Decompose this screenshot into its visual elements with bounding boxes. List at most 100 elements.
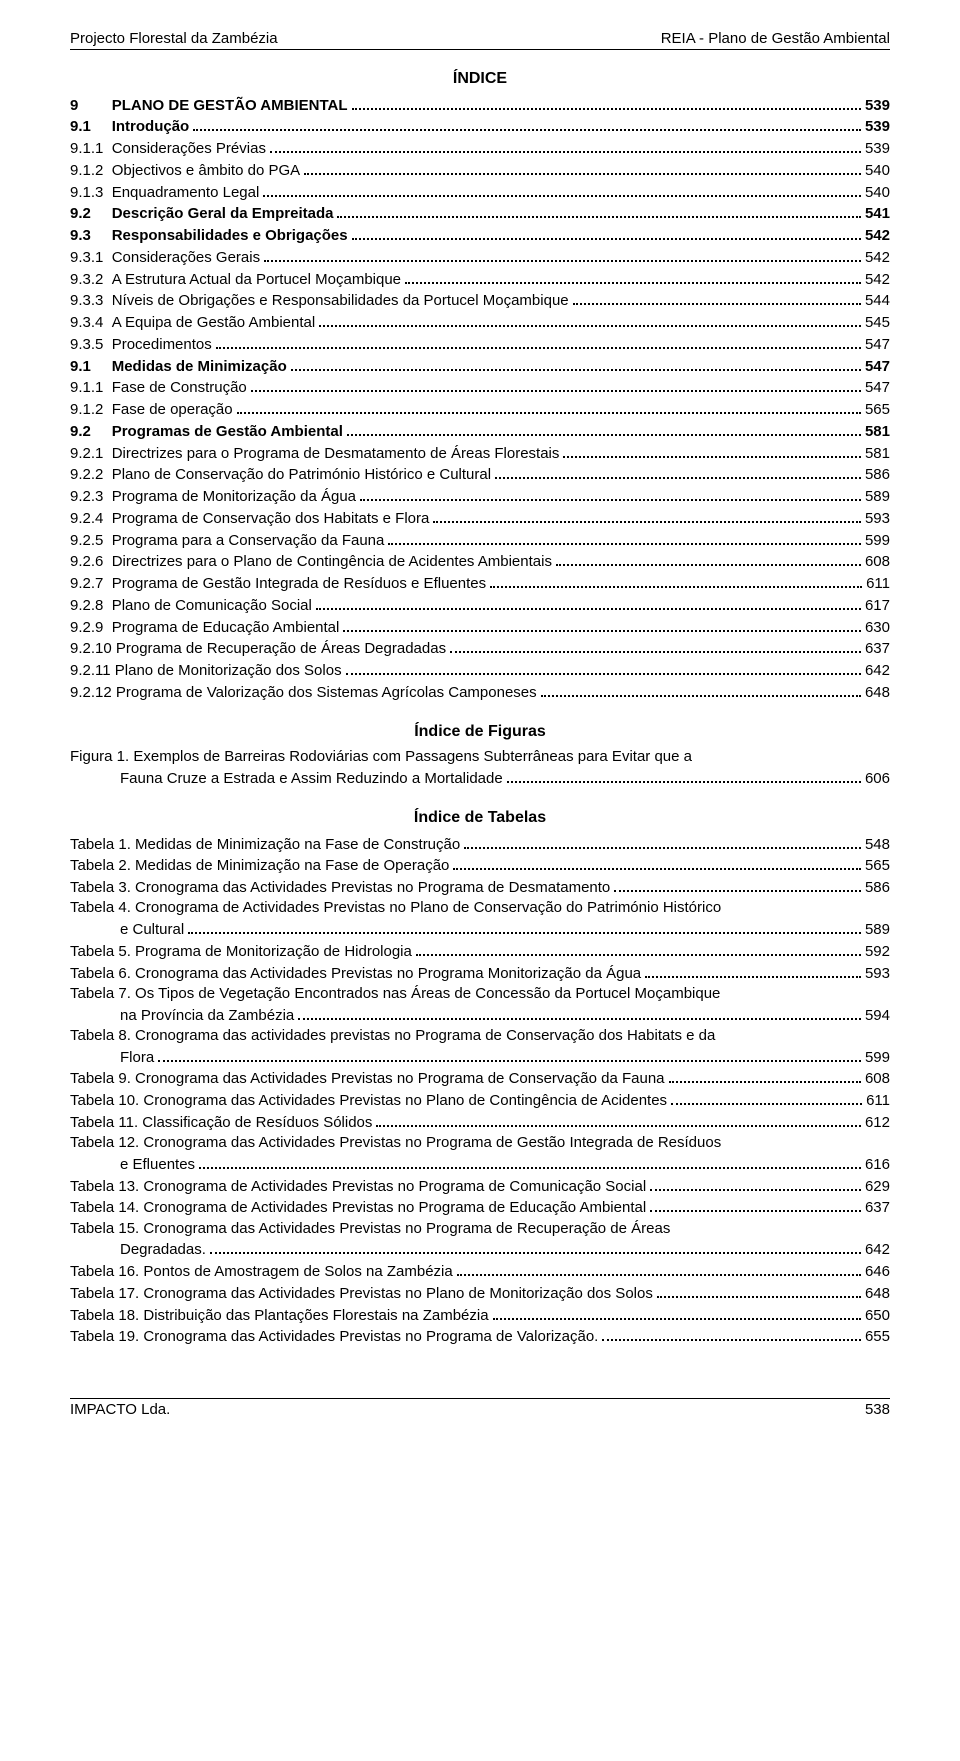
toc-entry: 9.1.1 Considerações Prévias539 bbox=[70, 138, 890, 160]
leader-dots bbox=[316, 594, 861, 610]
entry-label: Tabela 10. Cronograma das Actividades Pr… bbox=[70, 1091, 667, 1111]
toc-label: Introdução bbox=[112, 117, 190, 137]
toc-number: 9.2.9 bbox=[70, 618, 112, 638]
toc-label: Objectivos e âmbito do PGA bbox=[112, 161, 300, 181]
toc-page: 545 bbox=[865, 313, 890, 333]
toc-label: Enquadramento Legal bbox=[112, 183, 260, 203]
toc-page: 540 bbox=[865, 183, 890, 203]
entry-page: 594 bbox=[865, 1006, 890, 1026]
toc-number: 9.3 bbox=[70, 226, 112, 246]
list-entry: Tabela 6. Cronograma das Actividades Pre… bbox=[70, 962, 890, 984]
leader-dots bbox=[493, 1304, 861, 1320]
list-entry-cont: na Província da Zambézia594 bbox=[70, 1004, 890, 1026]
toc-entry: 9.1.2 Fase de operação565 bbox=[70, 399, 890, 421]
entry-page: 642 bbox=[865, 1240, 890, 1260]
entry-label: e Efluentes bbox=[120, 1155, 195, 1175]
toc-number: 9.3.2 bbox=[70, 270, 112, 290]
toc-entry: 9.3.4 A Equipa de Gestão Ambiental545 bbox=[70, 312, 890, 334]
entry-label: Figura 1. Exemplos de Barreiras Rodoviár… bbox=[70, 747, 692, 767]
leader-dots bbox=[319, 312, 861, 328]
toc-entry: 9.1.1 Fase de Construção547 bbox=[70, 377, 890, 399]
leader-dots bbox=[464, 833, 861, 849]
toc-page: 542 bbox=[865, 248, 890, 268]
entry-page: 637 bbox=[865, 1198, 890, 1218]
leader-dots bbox=[264, 246, 861, 262]
list-entry: Tabela 3. Cronograma das Actividades Pre… bbox=[70, 877, 890, 899]
entry-label: Tabela 3. Cronograma das Actividades Pre… bbox=[70, 878, 610, 898]
toc-page: 542 bbox=[865, 226, 890, 246]
toc-page: 547 bbox=[865, 357, 890, 377]
list-entry: Tabela 1. Medidas de Minimização na Fase… bbox=[70, 833, 890, 855]
toc-entry: 9.2 Programas de Gestão Ambiental581 bbox=[70, 420, 890, 442]
toc-entry: 9.2.4 Programa de Conservação dos Habita… bbox=[70, 507, 890, 529]
toc-label: Níveis de Obrigações e Responsabilidades… bbox=[112, 291, 569, 311]
page: Projecto Florestal da Zambézia REIA - Pl… bbox=[0, 0, 960, 1448]
leader-dots bbox=[193, 116, 861, 132]
entry-page: 606 bbox=[865, 769, 890, 789]
toc-page: 540 bbox=[865, 161, 890, 181]
toc-number: 9.2.5 bbox=[70, 531, 112, 551]
leader-dots bbox=[416, 940, 861, 956]
list-entry: Tabela 18. Distribuição das Plantações F… bbox=[70, 1304, 890, 1326]
list-entry: Tabela 11. Classificação de Resíduos Sól… bbox=[70, 1111, 890, 1133]
leader-dots bbox=[450, 638, 861, 654]
toc-number: 9.1.1 bbox=[70, 139, 112, 159]
toc-number: 9.2.10 bbox=[70, 639, 116, 659]
entry-page: 589 bbox=[865, 920, 890, 940]
entry-page: 608 bbox=[865, 1069, 890, 1089]
toc-entry: 9.1.3 Enquadramento Legal540 bbox=[70, 181, 890, 203]
entry-label: Tabela 5. Programa de Monitorização de H… bbox=[70, 942, 412, 962]
list-entry: Tabela 15. Cronograma das Actividades Pr… bbox=[70, 1219, 890, 1239]
toc-number: 9.2.12 bbox=[70, 683, 116, 703]
entry-page: 548 bbox=[865, 835, 890, 855]
toc-entry: 9.2.7 Programa de Gestão Integrada de Re… bbox=[70, 573, 890, 595]
header-left: Projecto Florestal da Zambézia bbox=[70, 30, 278, 47]
leader-dots bbox=[199, 1153, 861, 1169]
toc-number: 9.1.2 bbox=[70, 161, 112, 181]
list-entry-cont: e Cultural589 bbox=[70, 919, 890, 941]
list-entry-cont: Fauna Cruze a Estrada e Assim Reduzindo … bbox=[70, 767, 890, 789]
toc-page: 539 bbox=[865, 117, 890, 137]
list-entry-cont: e Efluentes616 bbox=[70, 1153, 890, 1175]
toc-entry: 9.2.11 Plano de Monitorização dos Solos6… bbox=[70, 660, 890, 682]
toc-label: Plano de Monitorização dos Solos bbox=[115, 661, 342, 681]
leader-dots bbox=[343, 616, 861, 632]
entry-label: Tabela 12. Cronograma das Actividades Pr… bbox=[70, 1133, 721, 1153]
toc-number: 9.1.1 bbox=[70, 378, 112, 398]
toc-entry: 9.2 Descrição Geral da Empreitada541 bbox=[70, 203, 890, 225]
leader-dots bbox=[216, 333, 861, 349]
entry-label: Tabela 16. Pontos de Amostragem de Solos… bbox=[70, 1262, 453, 1282]
toc-label: Programa de Conservação dos Habitats e F… bbox=[112, 509, 430, 529]
toc-number: 9.2.4 bbox=[70, 509, 112, 529]
title-figuras: Índice de Figuras bbox=[70, 723, 890, 741]
toc-page: 593 bbox=[865, 509, 890, 529]
list-entry: Tabela 14. Cronograma de Actividades Pre… bbox=[70, 1197, 890, 1219]
toc-entry: 9.2.2 Plano de Conservação do Património… bbox=[70, 464, 890, 486]
leader-dots bbox=[645, 962, 861, 978]
toc-page: 586 bbox=[865, 465, 890, 485]
entry-label: Flora bbox=[120, 1048, 154, 1068]
toc-label: Directrizes para o Programa de Desmatame… bbox=[112, 444, 560, 464]
page-header: Projecto Florestal da Zambézia REIA - Pl… bbox=[70, 30, 890, 50]
toc-entry: 9.3.5 Procedimentos547 bbox=[70, 333, 890, 355]
leader-dots bbox=[210, 1239, 861, 1255]
leader-dots bbox=[298, 1004, 861, 1020]
toc-page: 637 bbox=[865, 639, 890, 659]
leader-dots bbox=[263, 181, 861, 197]
toc-label: Medidas de Minimização bbox=[112, 357, 287, 377]
list-entry: Tabela 7. Os Tipos de Vegetação Encontra… bbox=[70, 984, 890, 1004]
toc-entry: 9.3.3 Níveis de Obrigações e Responsabil… bbox=[70, 290, 890, 312]
toc-label: A Equipa de Gestão Ambiental bbox=[112, 313, 315, 333]
entry-label: Tabela 8. Cronograma das actividades pre… bbox=[70, 1026, 715, 1046]
list-entry: Tabela 19. Cronograma das Actividades Pr… bbox=[70, 1326, 890, 1348]
toc-number: 9.2.11 bbox=[70, 661, 115, 681]
leader-dots bbox=[188, 919, 861, 935]
toc-entry: 9.1 Introdução539 bbox=[70, 116, 890, 138]
leader-dots bbox=[388, 529, 861, 545]
leader-dots bbox=[352, 225, 861, 241]
entry-page: 655 bbox=[865, 1327, 890, 1347]
leader-dots bbox=[291, 355, 861, 371]
list-entry: Tabela 4. Cronograma de Actividades Prev… bbox=[70, 898, 890, 918]
toc-list: 9 PLANO DE GESTÃO AMBIENTAL5399.1 Introd… bbox=[70, 94, 890, 703]
toc-number: 9.2 bbox=[70, 204, 112, 224]
